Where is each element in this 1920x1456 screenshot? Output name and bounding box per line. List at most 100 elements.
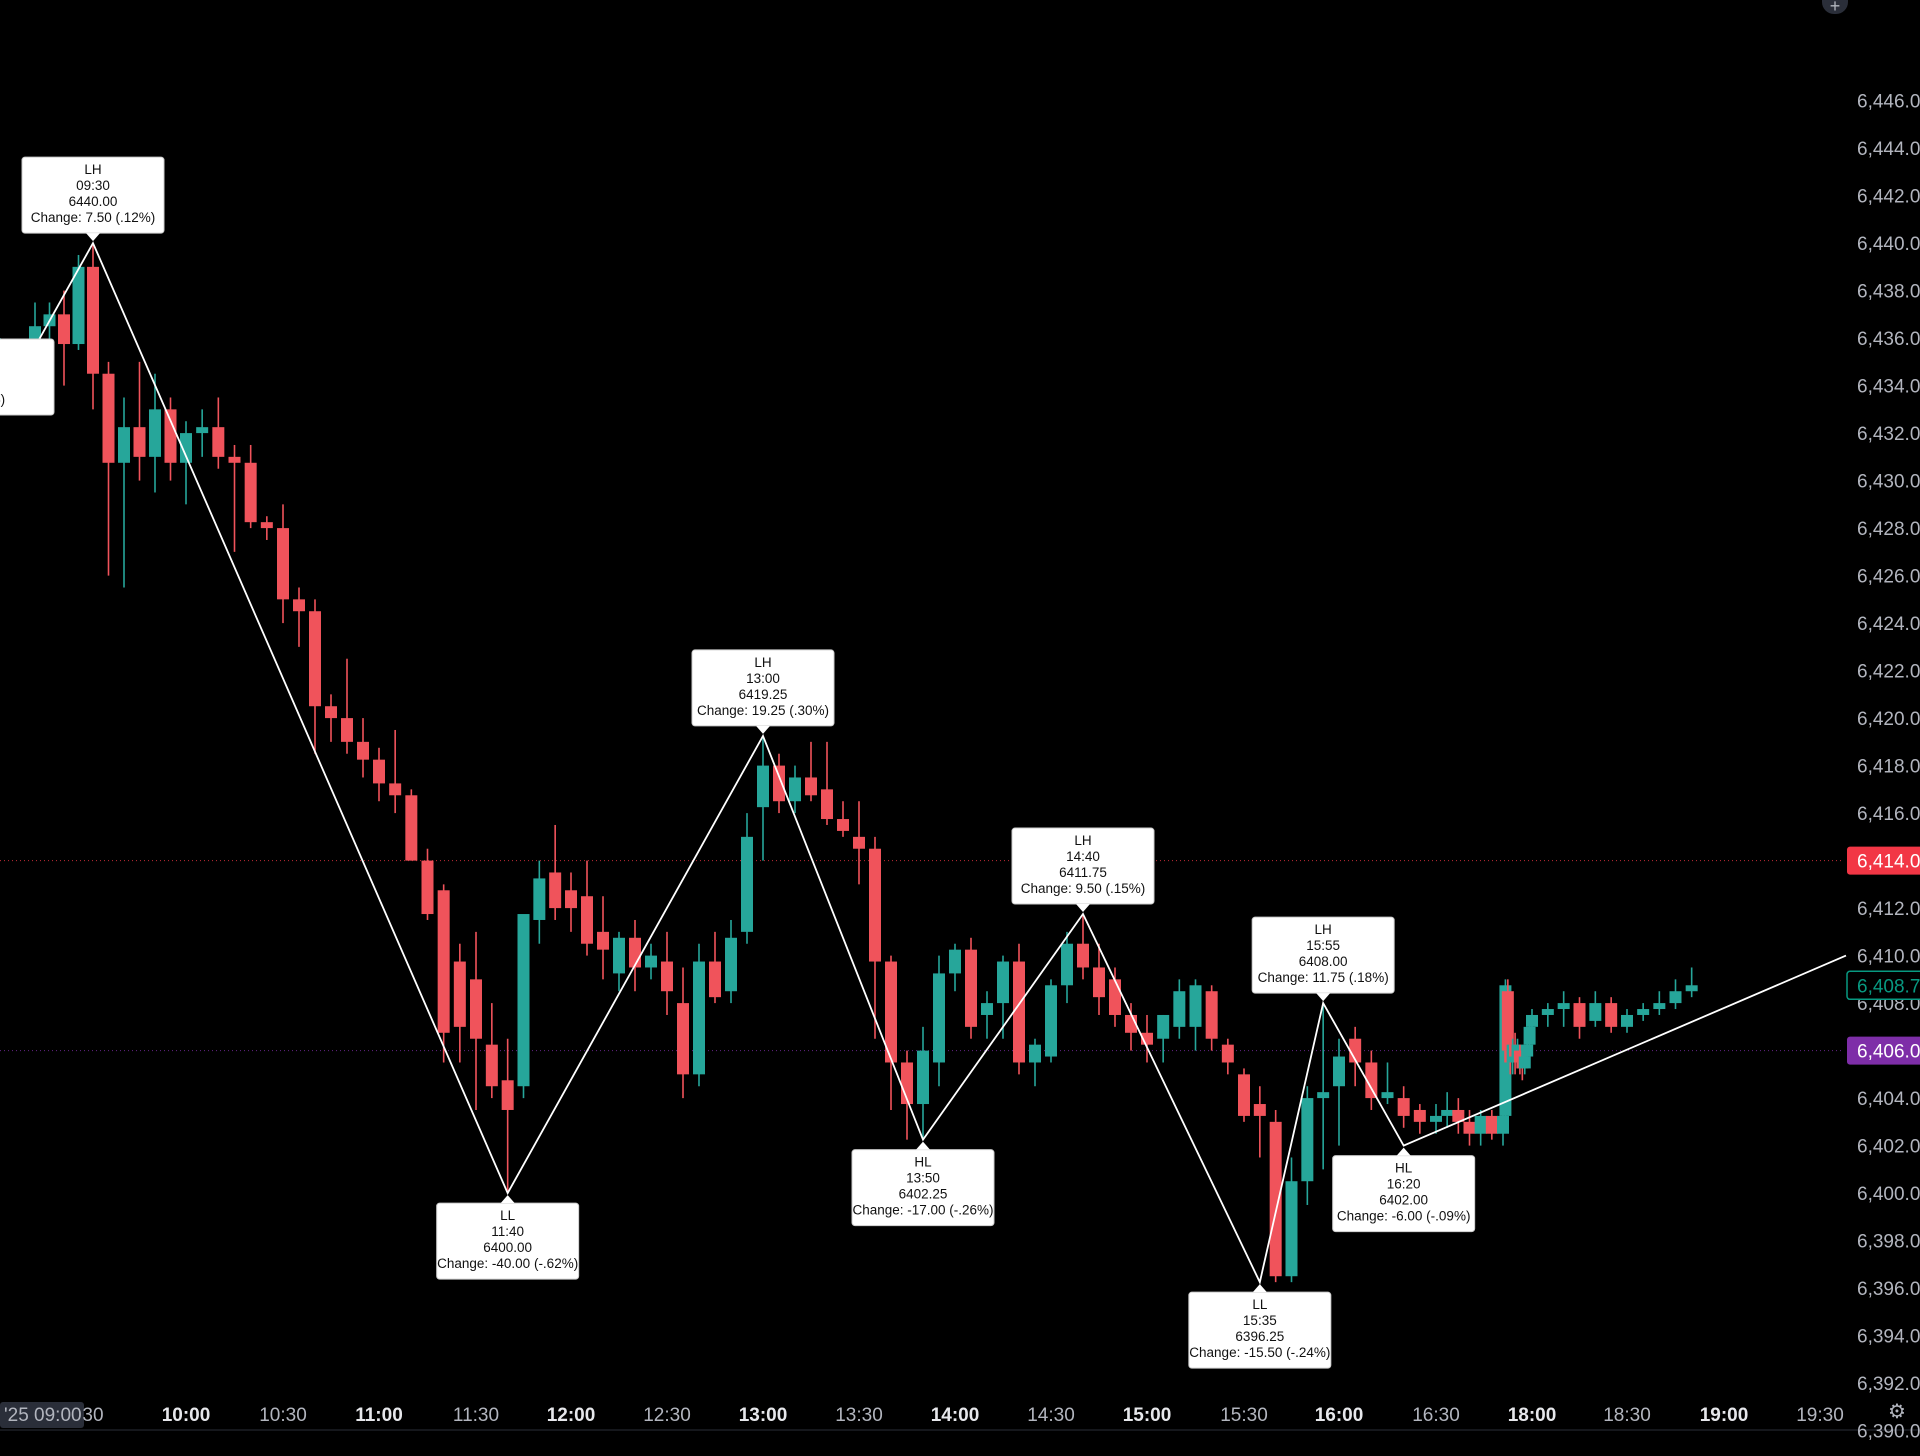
price-label-text: 6,406.0 bbox=[1857, 1042, 1920, 1063]
candle-body bbox=[244, 462, 257, 523]
y-axis-tick: 6,436.0 bbox=[1857, 329, 1920, 350]
candle-body bbox=[1637, 1009, 1650, 1015]
x-axis-tick: 11:00 bbox=[355, 1405, 403, 1426]
settings-gear-icon[interactable]: ⚙ bbox=[1888, 1401, 1906, 1423]
candle-body bbox=[1189, 985, 1202, 1027]
candle-body bbox=[1685, 985, 1698, 992]
candle-body bbox=[869, 848, 881, 962]
swing-label-text: 15:35 bbox=[1243, 1313, 1277, 1328]
swing-label-text: 11:40 bbox=[491, 1224, 524, 1239]
swing-label-text: Change: -15.50 (-.24%) bbox=[1189, 1345, 1330, 1360]
price-label-box bbox=[1846, 970, 1920, 1001]
swing-label-text: LH bbox=[84, 162, 101, 177]
y-axis-tick: 6,400.0 bbox=[1857, 1184, 1920, 1205]
y-axis-tick: 6,432.0 bbox=[1857, 424, 1920, 445]
candle-body bbox=[1621, 1014, 1633, 1027]
candle-body bbox=[1541, 1009, 1554, 1015]
swing-label-text: 6402.25 bbox=[899, 1187, 948, 1202]
x-axis-tick: 14:30 bbox=[1027, 1405, 1075, 1426]
x-axis-tick: 19:30 bbox=[1796, 1405, 1844, 1426]
candle-body bbox=[1141, 1032, 1153, 1045]
swing-label-text: Change: 11.75 (.18%) bbox=[1258, 970, 1389, 985]
swing-label-text: Change: -40.00 (-.62%) bbox=[437, 1256, 578, 1271]
candle-body bbox=[405, 795, 418, 861]
y-axis-tick: 6,418.0 bbox=[1857, 757, 1920, 778]
candle-body bbox=[629, 937, 641, 968]
swing-label-text: LL bbox=[1252, 1297, 1268, 1312]
candle-body bbox=[133, 427, 146, 457]
y-axis-tick: 6,412.0 bbox=[1857, 899, 1920, 920]
y-axis-tick: 6,420.0 bbox=[1857, 709, 1920, 730]
candle-body bbox=[997, 961, 1009, 1004]
x-axis-tick: 15:00 bbox=[1123, 1405, 1172, 1426]
x-axis-tick: 14:00 bbox=[931, 1405, 980, 1426]
x-axis-tick: 30 bbox=[82, 1405, 103, 1426]
swing-label-text: 13:00 bbox=[746, 671, 780, 686]
swing-label-pointer bbox=[1316, 993, 1331, 1002]
x-axis-tick: 18:00 bbox=[1508, 1405, 1557, 1426]
swing-label-text: 15:55 bbox=[1306, 938, 1340, 953]
candle-body bbox=[196, 427, 209, 434]
swing-label-text: HL bbox=[1395, 1161, 1413, 1176]
candle-body bbox=[1518, 1056, 1531, 1069]
x-axis-tick: 12:30 bbox=[643, 1405, 691, 1426]
candle-body bbox=[517, 914, 530, 1087]
candle-body bbox=[581, 896, 593, 944]
y-axis-tick: 6,428.0 bbox=[1857, 519, 1920, 540]
candle-body bbox=[277, 528, 289, 600]
swing-label-text: Change: 7.50 (.12%) bbox=[31, 210, 156, 225]
candle-body bbox=[565, 890, 577, 909]
candle-body bbox=[470, 979, 482, 1039]
y-axis-tick: 6,416.0 bbox=[1857, 804, 1920, 825]
price-label-badge: 6,414.0 bbox=[1847, 846, 1920, 875]
x-axis-tick: 18:30 bbox=[1603, 1405, 1651, 1426]
candle-body bbox=[1333, 1056, 1345, 1087]
candle-body bbox=[1573, 1003, 1586, 1027]
candle-body bbox=[1653, 1003, 1666, 1010]
swing-label-pointer bbox=[86, 233, 100, 242]
x-axis-date-badge bbox=[0, 1402, 84, 1428]
candle-body bbox=[1485, 1115, 1498, 1134]
candle-body bbox=[1605, 1003, 1618, 1027]
candle-body bbox=[805, 777, 817, 796]
candle-body bbox=[453, 961, 466, 1027]
candle-body bbox=[1430, 1115, 1442, 1122]
x-axis-tick: '25 09:00 bbox=[4, 1405, 82, 1426]
candle-body bbox=[228, 456, 241, 463]
candle-body bbox=[293, 599, 305, 612]
y-axis-tick: 6,434.0 bbox=[1857, 377, 1920, 398]
swing-label-pointer bbox=[1396, 1147, 1411, 1156]
candle-body bbox=[549, 872, 562, 909]
candle-body bbox=[613, 937, 625, 974]
candle-body bbox=[164, 409, 177, 463]
candle-body bbox=[789, 777, 801, 802]
candle-body bbox=[58, 314, 70, 345]
y-axis-tick: 6,390.0 bbox=[1857, 1422, 1920, 1443]
candle-body bbox=[677, 1003, 689, 1075]
swing-label-text: Change: 19.25 (.30%) bbox=[697, 703, 829, 718]
swing-label-pointer bbox=[1076, 904, 1090, 913]
x-axis-tick: 15:30 bbox=[1220, 1405, 1268, 1426]
candle-body bbox=[325, 706, 337, 719]
candle-body bbox=[533, 878, 546, 920]
candle-body bbox=[1474, 1115, 1487, 1134]
swing-label-text: LH bbox=[754, 655, 771, 670]
candle-body bbox=[1093, 967, 1105, 998]
y-axis-tick: 6,426.0 bbox=[1857, 567, 1920, 588]
candle-body bbox=[1441, 1109, 1454, 1116]
candle-body bbox=[1365, 1062, 1378, 1099]
candle-body bbox=[885, 961, 897, 1063]
candle-body bbox=[87, 266, 99, 374]
candle-body bbox=[725, 937, 737, 992]
candle-body bbox=[1317, 1092, 1330, 1099]
swing-label-text: 13:50 bbox=[906, 1171, 940, 1186]
swing-label-text: 6411.75 bbox=[1059, 865, 1107, 880]
add-plus-icon[interactable]: + bbox=[1822, 0, 1848, 15]
